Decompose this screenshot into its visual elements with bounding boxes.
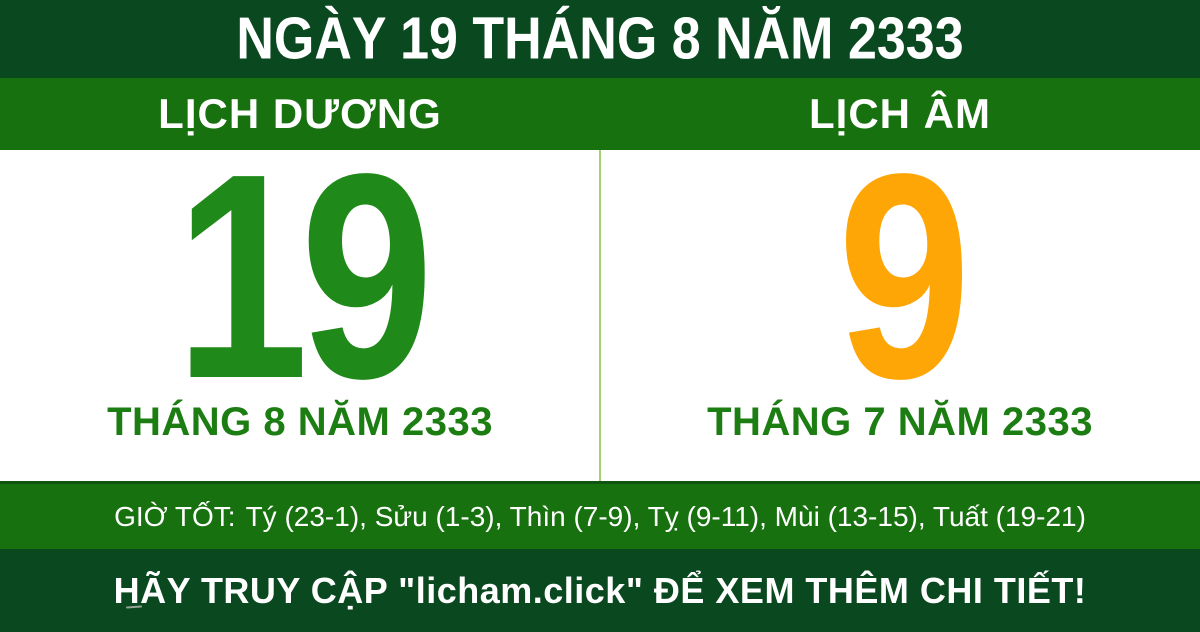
lunar-day-number: 9 [837,113,971,439]
solar-calendar-header: LỊCH DƯƠNG [158,90,442,137]
good-hours-list: Tý (23-1), Sửu (1-3), Thìn (7-9), Tỵ (9-… [245,500,1086,532]
solar-day-number: 19 [175,113,433,439]
solar-month-year: THÁNG 8 NĂM 2333 [107,400,493,444]
solar-panel: 19 THÁNG 8 NĂM 2333 [0,113,600,481]
date-title: NGÀY 19 THÁNG 8 NĂM 2333 [236,5,964,73]
column-divider [599,150,601,481]
date-title-bar: NGÀY 19 THÁNG 8 NĂM 2333 [0,0,1200,78]
footer-cta-text: HÃY TRUY CẬP "licham.click" ĐỂ XEM THÊM … [113,569,1087,611]
lunar-month-year: THÁNG 7 NĂM 2333 [707,400,1093,444]
calendar-body: 19 THÁNG 8 NĂM 2333 9 THÁNG 7 NĂM 2333 [0,113,1200,609]
footer-cta-bar: HÃY TRUY CẬP "licham.click" ĐỂ XEM THÊM … [0,549,1200,632]
lunar-panel: 9 THÁNG 7 NĂM 2333 [600,113,1200,481]
calendar-type-header: LỊCH DƯƠNG LỊCH ÂM [0,78,1200,150]
good-hours-bar: GIỜ TỐT: Tý (23-1), Sửu (1-3), Thìn (7-9… [0,481,1200,549]
good-hours-label: GIỜ TỐT: [114,500,236,532]
lunar-calendar-header: LỊCH ÂM [809,90,991,137]
